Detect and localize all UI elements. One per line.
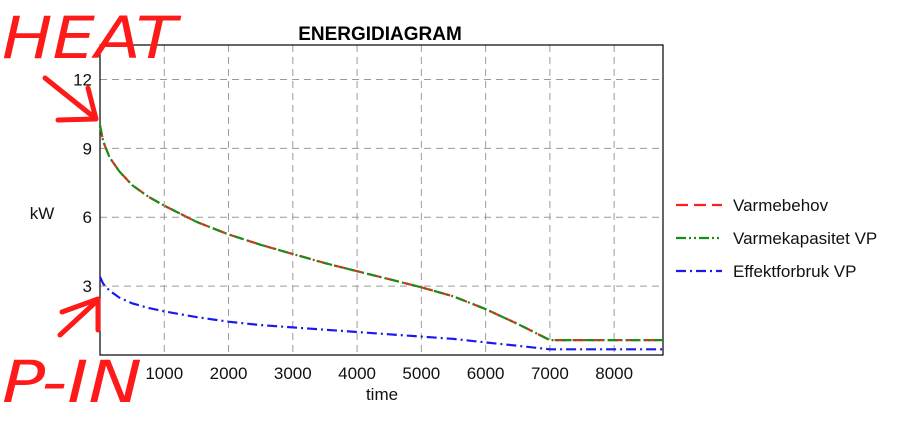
legend-entry-1: Varmekapasitet VP [733,229,877,248]
legend: Varmebehov Varmekapasitet VP Effektforbruk… [676,196,877,281]
x-tick-label: 1000 [145,364,183,383]
x-axis-ticks: 1000 2000 3000 4000 5000 6000 7000 8000 [145,364,633,383]
y-axis-ticks: 3 6 9 12 [73,70,92,296]
y-tick-label: 6 [83,208,92,227]
legend-entry-0: Varmebehov [733,196,829,215]
series-lines [98,125,663,351]
y-tick-label: 3 [83,277,92,296]
plot-area [99,44,664,356]
series-line-1 [98,125,663,342]
x-tick-label: 3000 [274,364,312,383]
x-tick-label: 6000 [467,364,505,383]
grid-lines [100,45,663,355]
annotation-heat: HEAT [2,4,182,72]
arrow-p-in-icon [57,296,101,338]
series-line-2 [99,276,663,351]
x-tick-label: 2000 [210,364,248,383]
y-tick-label: 12 [73,70,92,89]
y-tick-label: 9 [83,139,92,158]
x-tick-label: 5000 [402,364,440,383]
x-axis-label: time [366,385,398,404]
chart-title: ENERGIDIAGRAM [298,24,462,45]
x-tick-label: 7000 [531,364,569,383]
annotation-p-in: P-IN [2,348,142,416]
legend-entry-2: Effektforbruk VP [733,262,856,281]
x-tick-label: 4000 [338,364,376,383]
y-axis-label: kW [30,204,55,223]
arrow-heat-icon [42,75,99,123]
handwritten-annotations: HEAT P-IN [2,4,182,416]
x-tick-label: 8000 [595,364,633,383]
series-line-0 [98,125,663,342]
